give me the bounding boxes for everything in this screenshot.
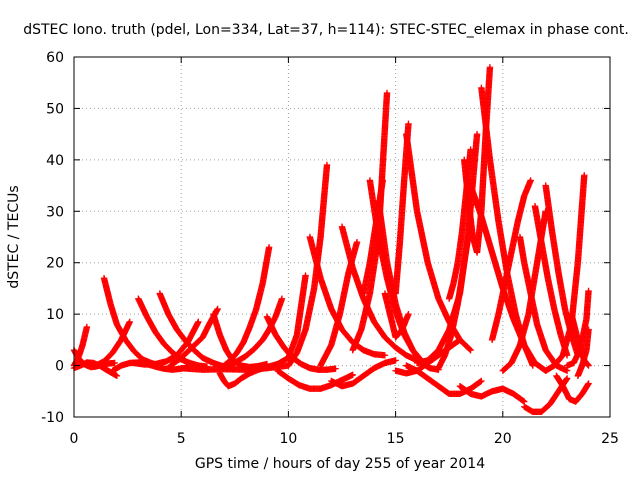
data-point bbox=[405, 120, 412, 128]
data-point bbox=[113, 372, 121, 380]
data-point bbox=[456, 336, 464, 344]
data-series bbox=[403, 130, 474, 354]
data-series bbox=[381, 290, 412, 341]
data-series bbox=[130, 318, 202, 368]
data-point bbox=[349, 371, 356, 379]
data-point bbox=[379, 177, 386, 184]
data-point bbox=[383, 89, 391, 97]
data-point bbox=[323, 161, 331, 169]
data-point bbox=[111, 359, 118, 367]
data-series bbox=[392, 120, 412, 297]
data-series bbox=[317, 238, 361, 369]
data-series bbox=[306, 233, 389, 359]
data-point bbox=[467, 146, 474, 153]
data-series bbox=[338, 223, 421, 364]
data-point bbox=[466, 346, 474, 353]
data-point bbox=[486, 64, 494, 71]
data-series bbox=[392, 336, 464, 377]
data-point bbox=[467, 346, 474, 354]
data-series bbox=[135, 295, 211, 370]
data-series bbox=[285, 161, 331, 369]
data-point bbox=[381, 352, 389, 359]
data-series bbox=[70, 323, 91, 369]
data-series bbox=[435, 218, 474, 372]
data-series bbox=[456, 382, 528, 405]
data-point bbox=[353, 238, 361, 246]
data-series bbox=[92, 318, 133, 369]
data-point bbox=[195, 318, 202, 326]
data-point bbox=[332, 365, 339, 372]
data-point bbox=[405, 310, 412, 318]
data-point bbox=[83, 323, 91, 331]
data-point bbox=[214, 305, 221, 313]
chart-title: dSTEC Iono. truth (pdel, Lon=334, Lat=37… bbox=[23, 22, 629, 38]
data-point bbox=[265, 244, 273, 251]
data-point bbox=[278, 295, 286, 302]
data-series bbox=[446, 146, 474, 302]
data-point bbox=[478, 377, 485, 385]
data-point bbox=[302, 272, 309, 279]
data-series bbox=[274, 367, 356, 392]
data-point bbox=[392, 357, 399, 364]
data-point bbox=[473, 130, 481, 138]
data-series bbox=[253, 272, 309, 372]
data-point bbox=[126, 318, 133, 326]
data-points bbox=[70, 64, 592, 416]
data-series bbox=[328, 357, 399, 390]
